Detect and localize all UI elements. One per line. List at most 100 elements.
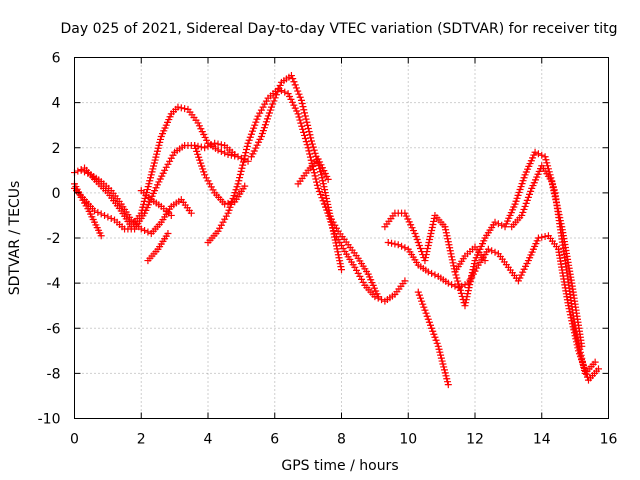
data-point bbox=[322, 203, 330, 211]
data-point bbox=[219, 218, 227, 226]
data-point bbox=[428, 269, 436, 277]
data-point bbox=[145, 180, 153, 188]
data-point bbox=[414, 239, 422, 247]
data-point bbox=[224, 199, 232, 207]
data-point bbox=[461, 302, 469, 310]
data-point bbox=[448, 281, 456, 289]
data-point bbox=[451, 282, 459, 290]
data-point bbox=[204, 142, 212, 150]
data-point bbox=[249, 127, 256, 135]
data-point bbox=[443, 232, 451, 240]
data-point bbox=[447, 250, 455, 258]
data-point bbox=[426, 232, 434, 240]
data-point bbox=[428, 226, 436, 234]
data-point bbox=[269, 100, 277, 108]
data-point bbox=[84, 169, 92, 177]
data-point bbox=[224, 151, 232, 159]
data-point bbox=[433, 339, 441, 347]
data-point bbox=[235, 177, 243, 185]
data-point bbox=[241, 152, 249, 160]
data-point bbox=[154, 144, 162, 152]
y-axis-label: SDTVAR / TECUs bbox=[7, 181, 23, 296]
data-point bbox=[553, 202, 561, 210]
data-point bbox=[415, 291, 423, 299]
data-point bbox=[518, 211, 526, 219]
data-point bbox=[209, 186, 217, 194]
data-point bbox=[494, 220, 502, 228]
data-point bbox=[306, 131, 314, 139]
data-point bbox=[239, 161, 247, 169]
data-point bbox=[388, 239, 396, 247]
data-point bbox=[321, 189, 329, 197]
data-point bbox=[394, 241, 402, 249]
data-point bbox=[491, 218, 499, 226]
data-point bbox=[435, 345, 443, 353]
y-tick-label: -4 bbox=[47, 276, 61, 292]
data-point bbox=[552, 199, 560, 207]
data-point bbox=[421, 306, 429, 314]
data-point bbox=[267, 103, 275, 111]
data-point bbox=[156, 138, 164, 146]
data-point bbox=[448, 256, 456, 264]
data-point bbox=[306, 150, 314, 158]
data-point bbox=[449, 259, 457, 267]
data-point bbox=[419, 300, 427, 308]
data-point bbox=[214, 227, 222, 235]
data-point bbox=[391, 240, 399, 248]
data-point bbox=[221, 215, 229, 223]
data-point bbox=[445, 241, 453, 249]
x-tick-label: 6 bbox=[270, 432, 279, 448]
data-point bbox=[301, 112, 309, 120]
data-point bbox=[371, 293, 379, 301]
data-point bbox=[307, 137, 315, 145]
data-point bbox=[523, 196, 531, 204]
data-point bbox=[430, 330, 438, 338]
data-point bbox=[321, 200, 329, 208]
data-series bbox=[451, 243, 489, 276]
data-point bbox=[310, 166, 318, 174]
data-point bbox=[214, 146, 222, 154]
data-point bbox=[296, 116, 304, 124]
data-point bbox=[450, 262, 458, 270]
data-point bbox=[275, 85, 283, 93]
data-point bbox=[257, 106, 265, 114]
data-point bbox=[211, 139, 219, 147]
data-point bbox=[256, 109, 264, 117]
data-point bbox=[543, 159, 551, 167]
data-point bbox=[149, 165, 157, 173]
data-point bbox=[238, 164, 246, 172]
data-point bbox=[234, 180, 242, 188]
data-point bbox=[554, 205, 562, 213]
data-point bbox=[252, 118, 260, 126]
data-point bbox=[334, 236, 342, 244]
data-point bbox=[423, 248, 431, 256]
data-point bbox=[254, 112, 262, 120]
data-point bbox=[421, 257, 429, 265]
data-point bbox=[291, 81, 299, 89]
data-point bbox=[338, 266, 345, 274]
data-point bbox=[274, 88, 282, 96]
data-point bbox=[305, 147, 313, 155]
data-point bbox=[240, 155, 248, 163]
data-point bbox=[440, 366, 448, 374]
data-point bbox=[244, 139, 252, 147]
data-point bbox=[428, 223, 436, 231]
data-point bbox=[150, 162, 158, 170]
data-point bbox=[187, 209, 195, 217]
data-point bbox=[411, 229, 419, 237]
data-point bbox=[329, 224, 337, 232]
data-point bbox=[237, 167, 245, 175]
y-tick-label: 6 bbox=[52, 51, 61, 67]
data-point bbox=[317, 171, 325, 179]
data-point bbox=[169, 151, 177, 159]
data-point bbox=[531, 148, 539, 156]
data-point bbox=[167, 211, 175, 219]
data-point bbox=[319, 180, 327, 188]
data-point bbox=[216, 224, 224, 232]
data-point bbox=[299, 103, 307, 111]
data-point bbox=[302, 138, 310, 146]
data-point bbox=[305, 128, 313, 136]
data-point bbox=[446, 244, 454, 252]
data-point bbox=[306, 153, 314, 161]
